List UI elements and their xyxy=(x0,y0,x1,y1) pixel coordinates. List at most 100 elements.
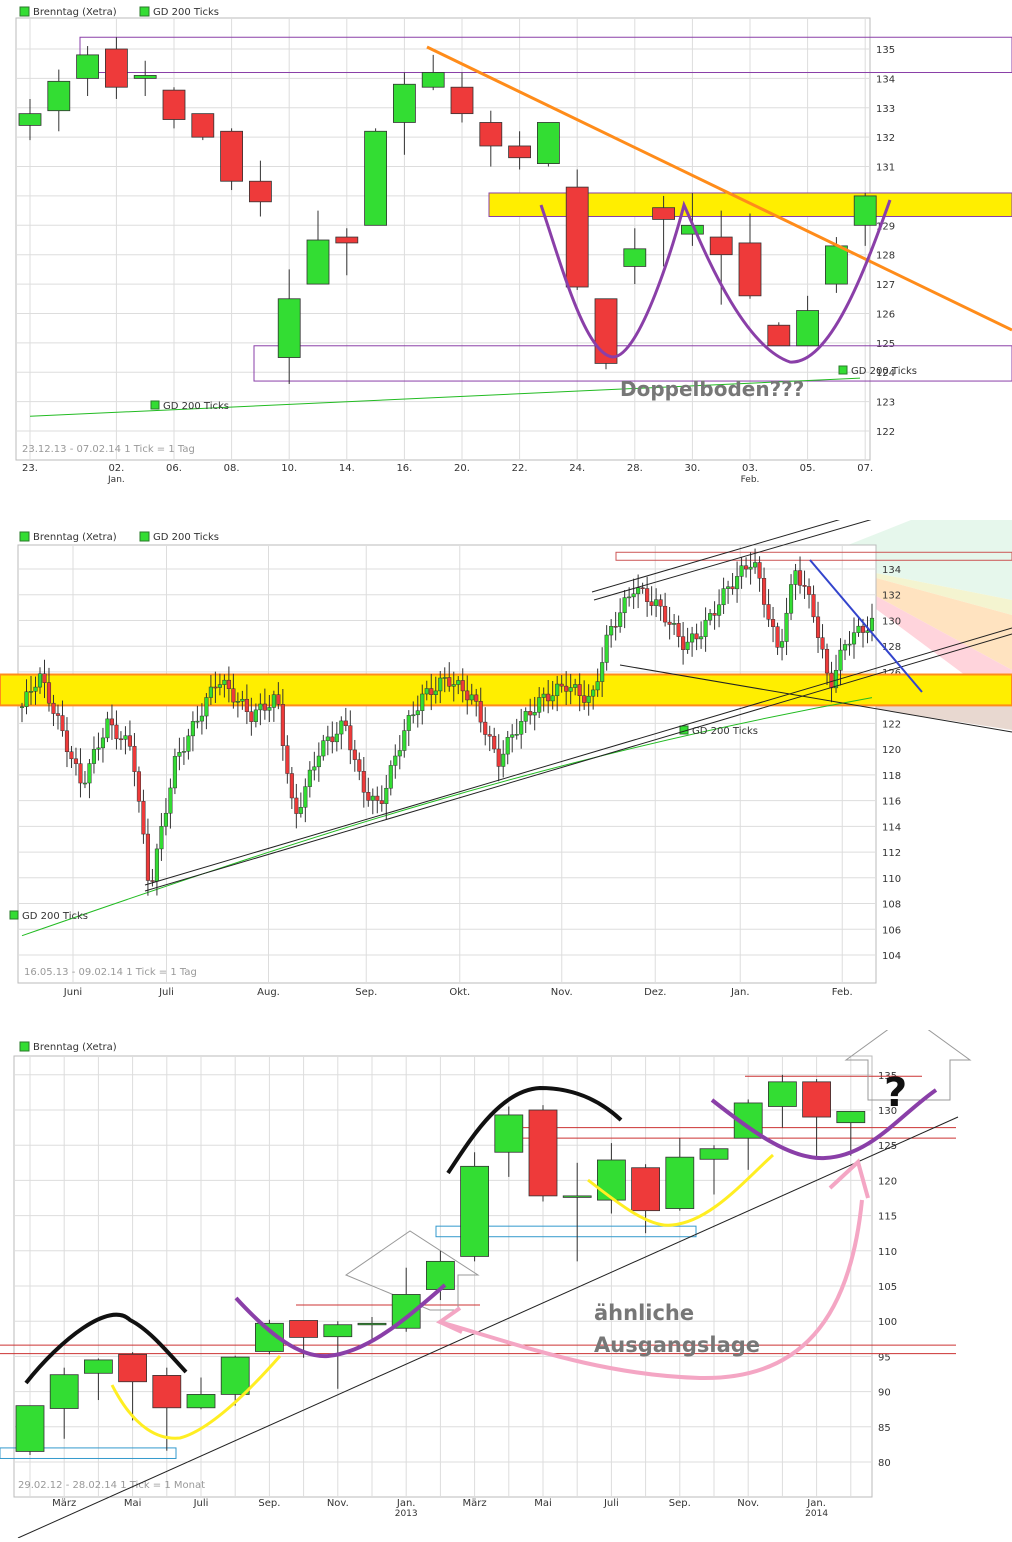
daily-candle-body xyxy=(361,771,366,793)
daily-candle-body xyxy=(640,587,645,589)
daily-candle-body xyxy=(78,763,83,784)
daily-candle-body xyxy=(312,766,317,771)
y-tick-label: 125 xyxy=(878,1141,897,1152)
arrowhead-left xyxy=(435,1306,463,1334)
daily-candle-body xyxy=(123,735,128,740)
plot-frame xyxy=(17,544,877,984)
daily-candle-body xyxy=(447,677,452,687)
daily-candle-body xyxy=(860,625,866,633)
ma-marker xyxy=(838,365,848,375)
daily-candle-body xyxy=(487,734,492,737)
y-tick-label: 124 xyxy=(876,368,895,379)
x-tick-label: 06. xyxy=(166,463,182,474)
range-label: 23.12.13 - 07.02.14 1 Tick = 1 Tag xyxy=(22,444,195,455)
daily-candle-body xyxy=(685,641,690,650)
y-tick-label: 85 xyxy=(878,1423,891,1434)
x-tick-label: Aug. xyxy=(257,987,280,998)
daily-candle-body xyxy=(87,763,92,784)
x-tick-label: 07. xyxy=(857,463,873,474)
daily-candle-body xyxy=(235,700,240,703)
monthly-candle-body xyxy=(768,1081,797,1107)
daily-candle-body xyxy=(316,755,321,768)
daily-candle-body xyxy=(114,724,119,740)
y-tick-label: 120 xyxy=(878,1176,897,1187)
monthly-candle-body xyxy=(49,1374,79,1409)
x-tick-label: Jan. xyxy=(396,1498,416,1509)
y-tick-label: 128 xyxy=(876,251,895,262)
legend-label: Brenntag (Xetra) xyxy=(33,532,117,543)
daily-candle-body xyxy=(762,578,767,605)
daily-candle-body xyxy=(442,677,447,679)
daily-candle-body xyxy=(303,786,308,808)
y-tick-label: 90 xyxy=(878,1388,891,1399)
daily-candle-body xyxy=(55,713,61,716)
daily-candle-body xyxy=(335,236,359,244)
daily-candle-body xyxy=(109,718,114,726)
legend-label: GD 200 Ticks xyxy=(153,532,219,543)
daily-candle-body xyxy=(145,833,150,881)
daily-candle-body xyxy=(258,703,263,711)
daily-candle-body xyxy=(298,807,303,814)
monthly-candle-body xyxy=(699,1148,729,1160)
daily-candle-body xyxy=(565,186,589,288)
daily-candle-body xyxy=(406,715,411,731)
monthly-candle-body xyxy=(323,1324,353,1338)
daily-chart-panel: 1221231241251261271281291301311321331341… xyxy=(0,0,1012,490)
daily-candle-body xyxy=(285,745,290,774)
daily-candle-body xyxy=(775,626,780,648)
daily-candle-body xyxy=(649,601,654,606)
breakout-box xyxy=(0,1447,177,1459)
daily-candle-body xyxy=(105,48,128,88)
x-tick-label: Jan. xyxy=(806,1498,826,1509)
daily-candle-body xyxy=(289,773,294,799)
monthly-candle-body xyxy=(836,1111,866,1124)
daily-candle-body xyxy=(851,632,857,645)
daily-candle-body xyxy=(780,641,785,648)
daily-candle-body xyxy=(392,83,416,123)
daily-candle-body xyxy=(280,704,285,746)
daily-candle-body xyxy=(420,693,425,711)
x-tick-label: 08. xyxy=(224,463,240,474)
y-tick-label: 135 xyxy=(876,45,895,56)
y-tick-label: 134 xyxy=(876,74,895,85)
monthly-candle-body xyxy=(631,1167,660,1212)
long-daily-chart-panel: 1041061081101121141161181201221241261281… xyxy=(0,479,1012,1008)
daily-candle-body xyxy=(460,680,465,692)
daily-candle-body xyxy=(253,709,258,722)
x-tick-label: März xyxy=(52,1498,76,1509)
daily-candle-body xyxy=(717,604,722,616)
daily-candle-body xyxy=(546,693,551,702)
daily-candle-body xyxy=(654,599,659,606)
downtrend-line xyxy=(426,45,1012,332)
daily-candle-body xyxy=(208,686,213,698)
daily-candle-body xyxy=(325,736,330,741)
daily-candle-body xyxy=(712,613,717,616)
daily-candle-body xyxy=(213,686,218,689)
daily-candle-body xyxy=(514,734,519,736)
x-tick-label: Sep. xyxy=(355,987,377,998)
y-tick-label: 115 xyxy=(878,1212,897,1223)
x-tick-label: Nov. xyxy=(327,1498,349,1509)
daily-candle-body xyxy=(474,694,479,702)
daily-candle-body xyxy=(100,737,106,749)
daily-candle-body xyxy=(735,576,740,590)
x-subtick-label: Jan. xyxy=(107,475,125,485)
y-tick-label: 104 xyxy=(882,951,901,962)
daily-candle-body xyxy=(343,720,348,726)
monthly-candle-body xyxy=(289,1320,319,1338)
y-tick-label: 108 xyxy=(882,900,901,911)
daily-candle-body xyxy=(721,588,726,606)
legend-label: Brenntag (Xetra) xyxy=(33,1042,117,1053)
daily-candle-body xyxy=(726,586,731,589)
daily-candle-body xyxy=(672,623,677,625)
x-tick-label: Jan. xyxy=(730,987,750,998)
daily-candle-body xyxy=(618,612,623,627)
daily-candle-body xyxy=(51,702,56,714)
daily-candle-body xyxy=(483,721,488,735)
daily-candle-body xyxy=(76,54,99,79)
monthly-candle-body xyxy=(425,1260,455,1290)
daily-candle-body xyxy=(191,113,215,138)
daily-candle-body xyxy=(586,695,591,703)
ma-marker xyxy=(150,400,160,410)
monthly-candle-body xyxy=(562,1195,592,1198)
